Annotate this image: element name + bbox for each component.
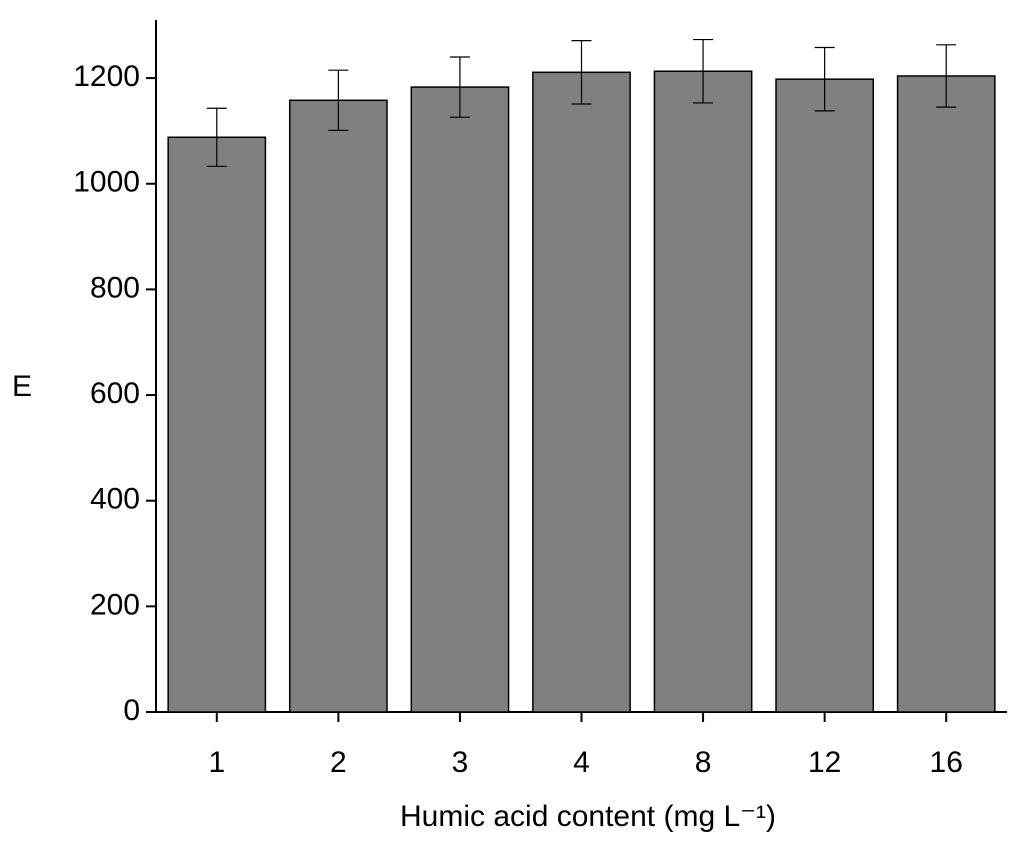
x-tick-label: 12 [808, 746, 841, 779]
y-tick-label: 0 [123, 694, 140, 727]
bar [775, 78, 875, 713]
x-tick-label: 8 [695, 746, 712, 779]
y-tick-label: 600 [90, 377, 140, 410]
x-tick-label: 1 [208, 746, 225, 779]
bar [167, 136, 267, 713]
y-tick-label: 800 [90, 271, 140, 304]
y-tick-label: 400 [90, 483, 140, 516]
x-tick-label: 2 [330, 746, 347, 779]
bar [410, 86, 510, 713]
x-tick-label: 3 [452, 746, 469, 779]
x-tick-label: 16 [930, 746, 963, 779]
y-tick-label: 200 [90, 588, 140, 621]
x-axis-label: Humic acid content (mg L⁻¹) [400, 800, 776, 833]
bar [653, 70, 753, 713]
y-tick-label: 1200 [73, 60, 140, 93]
bar [288, 99, 388, 713]
y-tick-label: 1000 [73, 166, 140, 199]
bar [532, 71, 631, 713]
bar [896, 75, 996, 713]
y-axis-label: E [12, 370, 32, 403]
x-tick-label: 4 [573, 746, 590, 779]
